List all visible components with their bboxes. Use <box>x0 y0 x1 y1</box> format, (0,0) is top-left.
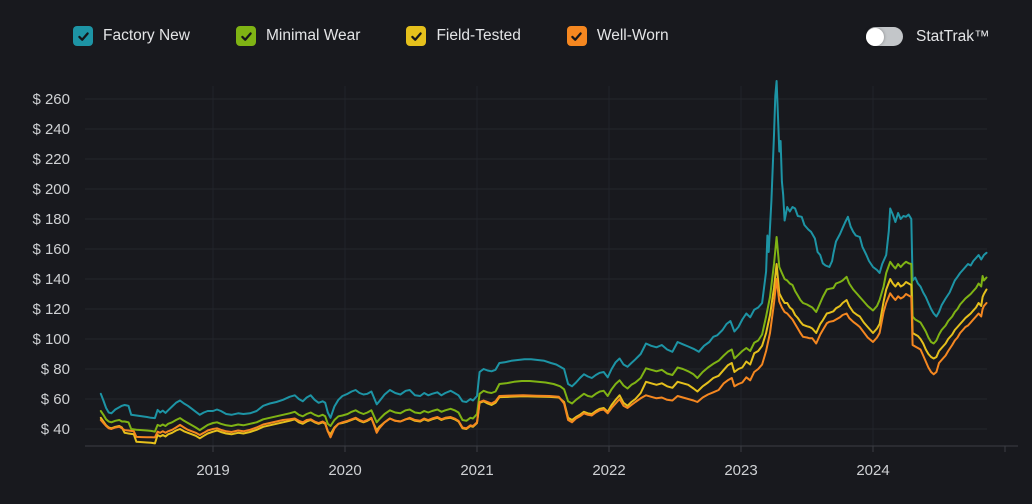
y-axis-label: $ 100 <box>32 331 70 348</box>
series-line-field-tested <box>99 263 988 445</box>
y-axis-label: $ 80 <box>41 361 70 378</box>
checkbox-minimal-wear-icon[interactable] <box>236 26 256 46</box>
legend-item-minimal-wear[interactable]: Minimal Wear <box>236 26 360 46</box>
checkmark-icon <box>77 31 89 41</box>
legend-label-minimal-wear: Minimal Wear <box>266 27 361 44</box>
stattrak-toggle-group[interactable]: StatTrak™ <box>866 27 990 46</box>
legend-item-factory-new[interactable]: Factory New <box>73 26 190 46</box>
legend-label-well-worn: Well-Worn <box>596 27 669 44</box>
legend-label-factory-new: Factory New <box>103 27 190 44</box>
x-axis-label: 2024 <box>856 462 889 479</box>
y-axis-label: $ 120 <box>32 301 70 318</box>
checkbox-field-tested-icon[interactable] <box>406 26 427 46</box>
series-line-minimal-wear <box>99 236 988 433</box>
stattrak-toggle[interactable] <box>866 27 903 46</box>
x-axis-label: 2023 <box>724 462 757 479</box>
y-axis-label: $ 140 <box>32 271 70 288</box>
legend: Factory New Minimal Wear Field-Tested <box>73 26 669 46</box>
toggle-knob-icon <box>866 27 884 46</box>
checkbox-well-worn-icon[interactable] <box>566 26 587 46</box>
y-axis-label: $ 260 <box>32 91 70 108</box>
x-axis-label: 2020 <box>328 462 361 479</box>
legend-item-field-tested[interactable]: Field-Tested <box>406 26 521 46</box>
checkmark-icon <box>571 31 583 41</box>
y-axis-label: $ 220 <box>32 151 70 168</box>
y-axis-label: $ 40 <box>41 421 70 438</box>
x-axis-label: 2021 <box>460 462 493 479</box>
legend-item-well-worn[interactable]: Well-Worn <box>566 26 669 46</box>
series-line-well-worn <box>99 278 988 439</box>
y-axis-label: $ 200 <box>32 181 70 198</box>
checkmark-icon <box>411 31 422 41</box>
checkbox-factory-new-icon[interactable] <box>73 26 93 46</box>
y-axis-label: $ 180 <box>32 211 70 228</box>
legend-label-field-tested: Field-Tested <box>436 27 521 44</box>
stattrak-label: StatTrak™ <box>916 27 990 45</box>
y-axis-label: $ 160 <box>32 241 70 258</box>
y-axis-label: $ 240 <box>32 121 70 138</box>
series-line-factory-new <box>99 80 988 420</box>
checkmark-icon <box>240 31 252 41</box>
y-axis-label: $ 60 <box>41 391 70 408</box>
x-axis-label: 2022 <box>592 462 625 479</box>
x-axis-label: 2019 <box>196 462 229 479</box>
